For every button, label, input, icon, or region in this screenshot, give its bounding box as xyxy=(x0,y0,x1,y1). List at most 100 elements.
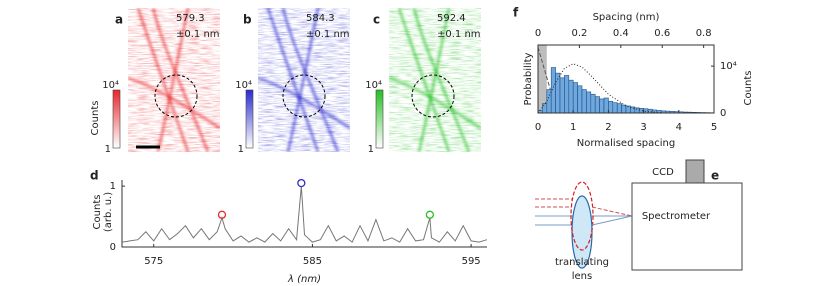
filament xyxy=(151,8,210,152)
beam xyxy=(591,206,633,217)
wavelength: 592.4 xyxy=(437,13,466,24)
x-tick-label: 3 xyxy=(640,122,646,133)
y-axis-label: (arb. u.) xyxy=(103,192,114,232)
y-axis-label: Counts xyxy=(92,195,103,230)
x-tick-label: 5 xyxy=(711,122,717,133)
histogram-bar xyxy=(634,107,640,114)
region-circle xyxy=(282,74,326,118)
histogram-bar xyxy=(568,79,574,114)
colorbar-tick-label: 1 xyxy=(105,144,111,155)
colorbar-label: Counts xyxy=(90,101,101,136)
lens-label: lens xyxy=(572,271,592,282)
colorbar-tick-label: 10⁴ xyxy=(235,80,252,91)
x2-tick-label: 0.2 xyxy=(571,28,587,39)
x-tick-label: 595 xyxy=(462,256,481,267)
colorbar xyxy=(112,89,121,149)
x-axis-label: Normalised spacing xyxy=(577,138,676,149)
x-tick-label: 2 xyxy=(605,122,611,133)
region-circle xyxy=(154,74,198,118)
beam xyxy=(591,215,633,226)
y-axis-label: Probability xyxy=(523,52,534,105)
uncertainty: ±0.1 nm xyxy=(306,29,350,40)
histogram-bar xyxy=(608,100,614,114)
uncertainty: ±0.1 nm xyxy=(176,29,220,40)
x-axis-label: λ (nm) xyxy=(287,274,321,285)
colorbar-tick-label: 1 xyxy=(368,144,374,155)
histogram-bar xyxy=(603,97,609,114)
image-panel xyxy=(258,8,350,152)
panel-letter: f xyxy=(513,6,519,20)
filament xyxy=(128,76,220,130)
panel-letter: b xyxy=(243,13,252,27)
filament xyxy=(258,76,350,130)
plot-frame xyxy=(537,44,715,114)
histogram-bar xyxy=(594,96,600,114)
x-tick-label: 585 xyxy=(303,256,322,267)
filament xyxy=(266,8,320,152)
histogram-bar xyxy=(572,82,578,114)
spectrum-line xyxy=(121,186,488,243)
colorbar xyxy=(245,89,254,149)
filament xyxy=(156,8,190,152)
region-circle xyxy=(411,74,455,118)
y-tick-label: 1 xyxy=(110,181,116,192)
image-panel xyxy=(389,8,481,152)
filament xyxy=(389,76,481,130)
histogram-bar xyxy=(621,104,627,114)
filament xyxy=(281,8,340,152)
panel-letter: e xyxy=(711,169,719,183)
histogram-bar xyxy=(550,67,556,114)
peak-marker xyxy=(297,178,306,188)
histogram-bar xyxy=(616,103,622,114)
colorbar-tick-label: 1 xyxy=(238,144,244,155)
y2-axis-label: Counts xyxy=(743,71,754,106)
x-tick-label: 4 xyxy=(676,122,682,133)
histogram-bar xyxy=(599,98,605,114)
y-tick-label: 0 xyxy=(110,242,116,253)
filament xyxy=(412,8,471,152)
histogram-bar xyxy=(542,103,548,114)
x-tick-label: 0 xyxy=(535,122,541,133)
lens-label: translating xyxy=(555,257,609,268)
colorbar-tick-label: 10⁴ xyxy=(102,80,119,91)
histogram-bar xyxy=(586,91,592,114)
cutoff-line xyxy=(537,47,551,90)
lens-shifted xyxy=(570,181,594,251)
spectrometer-box xyxy=(631,182,743,271)
x-tick-label: 575 xyxy=(144,256,163,267)
filament xyxy=(397,8,451,152)
shaded-region xyxy=(538,45,547,113)
axis xyxy=(121,180,487,248)
x2-tick-label: 0.8 xyxy=(696,28,712,39)
peak-marker xyxy=(425,210,435,219)
panel-e: e CCD Spectrometer translating lens xyxy=(535,159,743,282)
filament xyxy=(286,8,320,152)
wavelength: 579.3 xyxy=(176,13,205,24)
x2-tick-label: 0.4 xyxy=(613,28,629,39)
uncertainty: ±0.1 nm xyxy=(437,29,481,40)
colorbar-tick-label: 10⁴ xyxy=(365,80,382,91)
image-panel xyxy=(128,8,220,152)
x2-tick-label: 0 xyxy=(535,28,541,39)
filament xyxy=(136,8,190,152)
y2-tick-label: 0 xyxy=(720,108,726,119)
histogram-bar xyxy=(546,89,552,114)
spectrometer-label: Spectrometer xyxy=(642,211,711,222)
histogram-bar xyxy=(564,75,570,114)
x-tick-label: 1 xyxy=(570,122,576,133)
panel-letter: c xyxy=(373,13,380,27)
histogram-bar xyxy=(577,85,583,114)
y2-tick-label: 10⁴ xyxy=(720,61,737,72)
panel-letter: d xyxy=(90,169,99,183)
histogram-bar xyxy=(612,102,618,114)
panel-letter: a xyxy=(115,13,123,27)
histogram-bar xyxy=(559,77,565,114)
x2-tick-label: 0.6 xyxy=(654,28,670,39)
ccd-label: CCD xyxy=(652,167,674,178)
histogram-bar xyxy=(590,93,596,114)
histogram-bar xyxy=(581,89,587,114)
peak-marker xyxy=(217,210,227,219)
filament xyxy=(417,8,451,152)
x2-axis-label: Spacing (nm) xyxy=(593,12,660,23)
